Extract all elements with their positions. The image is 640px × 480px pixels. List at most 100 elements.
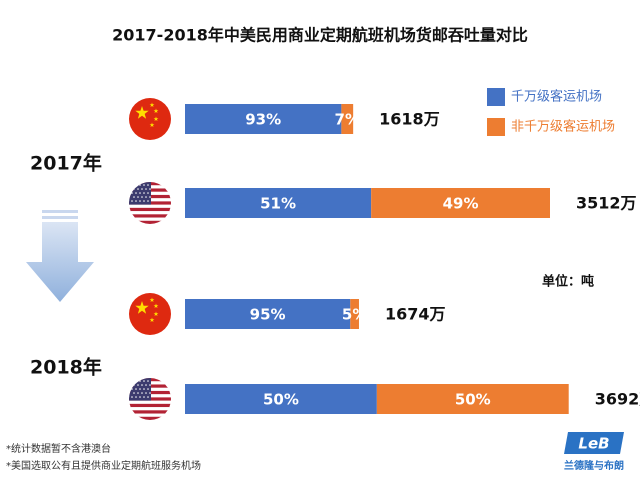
flag-star xyxy=(135,106,149,119)
flag-star xyxy=(147,192,149,194)
flag-star xyxy=(145,384,147,386)
logo-name: 兰德隆与布朗 xyxy=(564,459,624,472)
flag-stripe xyxy=(129,214,171,218)
flag-star xyxy=(139,396,141,398)
flag-star xyxy=(147,380,149,382)
flag-star xyxy=(139,388,141,390)
flag-body xyxy=(129,98,171,140)
bar-segment xyxy=(371,188,550,218)
flag-star xyxy=(137,196,139,198)
data-label: 49% xyxy=(443,195,479,213)
flag-star xyxy=(141,196,143,198)
arrow xyxy=(26,210,94,302)
flag-star xyxy=(145,196,147,198)
flag-star xyxy=(139,192,141,194)
flag-field xyxy=(129,293,171,335)
flag-star xyxy=(141,384,143,386)
flag-star xyxy=(145,188,147,190)
flag-stripe xyxy=(129,416,171,420)
flag-star xyxy=(135,388,137,390)
flag-star xyxy=(141,188,143,190)
flag-star xyxy=(149,297,155,302)
bar-segment xyxy=(185,188,372,218)
bar-segment xyxy=(350,299,359,329)
flag-star xyxy=(143,192,145,194)
flag-body xyxy=(129,182,171,224)
data-label: 51% xyxy=(260,195,296,213)
bar-segment xyxy=(185,104,342,134)
total-label: 3692万 xyxy=(595,390,640,409)
flag-star xyxy=(143,396,145,398)
flag-star xyxy=(143,184,145,186)
flag-star xyxy=(143,200,145,202)
unit: 单位：吨 xyxy=(542,274,594,290)
data-label: 93% xyxy=(245,111,281,129)
flag-star xyxy=(153,311,159,316)
flag-star xyxy=(135,200,137,202)
total-label: 3512万 xyxy=(576,194,637,213)
bar-segment xyxy=(185,299,351,329)
flag-star xyxy=(135,396,137,398)
data-label: 50% xyxy=(455,391,491,409)
flag-stripe xyxy=(129,211,171,215)
total-label: 1674万 xyxy=(385,305,446,324)
flag-star xyxy=(153,116,159,121)
flag-star xyxy=(153,303,159,308)
data-label: 7% xyxy=(335,111,360,129)
total-label: 1618万 xyxy=(379,110,440,129)
flag-stripe xyxy=(129,403,171,408)
flag-star xyxy=(149,392,151,394)
flag-star xyxy=(149,384,151,386)
flag-star xyxy=(131,396,133,398)
flag-star xyxy=(149,196,151,198)
flag-star xyxy=(147,388,149,390)
flag-stripe xyxy=(129,400,171,405)
flag-field xyxy=(129,98,171,140)
note: *统计数据暂不含港澳台 xyxy=(6,442,111,455)
flag-star xyxy=(137,384,139,386)
flag-stripe xyxy=(129,207,171,212)
logo: LeB 兰德隆与布朗 xyxy=(564,432,624,472)
flag-stripe xyxy=(129,407,171,411)
flag-stripe xyxy=(129,220,171,224)
flag-star xyxy=(139,200,141,202)
flag-star xyxy=(135,301,149,314)
chart-title: 2017-2018年中美民用商业定期航班机场货邮吞吐量对比 xyxy=(112,26,528,45)
legend-label: 千万级客运机场 xyxy=(511,89,602,105)
flag-star xyxy=(143,388,145,390)
flag-star xyxy=(147,200,149,202)
flag-star xyxy=(153,108,159,113)
flag-star xyxy=(143,380,145,382)
bar-segment xyxy=(341,104,354,134)
data-label: 5% xyxy=(342,306,367,324)
flag-stripe xyxy=(129,204,171,209)
flag-star xyxy=(149,122,155,127)
flag-star xyxy=(147,184,149,186)
data-label: 95% xyxy=(250,306,286,324)
flag-star xyxy=(135,192,137,194)
bar-segment xyxy=(376,384,569,414)
flag-star xyxy=(145,392,147,394)
flag-body xyxy=(129,378,171,420)
flag-star xyxy=(141,392,143,394)
flag-star xyxy=(147,396,149,398)
logo-mark: LeB xyxy=(578,435,609,453)
bar-segment xyxy=(185,384,377,414)
flag-star xyxy=(133,196,135,198)
flag-star xyxy=(133,392,135,394)
group-label: 2017年 xyxy=(30,152,102,175)
flag-star xyxy=(149,317,155,322)
group-label: 2018年 xyxy=(30,356,102,379)
flag-usa xyxy=(129,182,171,224)
legend-swatch xyxy=(487,88,505,106)
flag-star xyxy=(149,188,151,190)
flag-star xyxy=(137,188,139,190)
flag-china xyxy=(129,98,171,140)
flag-china xyxy=(129,293,171,335)
flag-star xyxy=(149,102,155,107)
flag-usa xyxy=(129,378,171,420)
legend-label: 非千万级客运机场 xyxy=(511,119,615,135)
flag-stripe xyxy=(129,413,171,418)
legend-swatch xyxy=(487,118,505,136)
